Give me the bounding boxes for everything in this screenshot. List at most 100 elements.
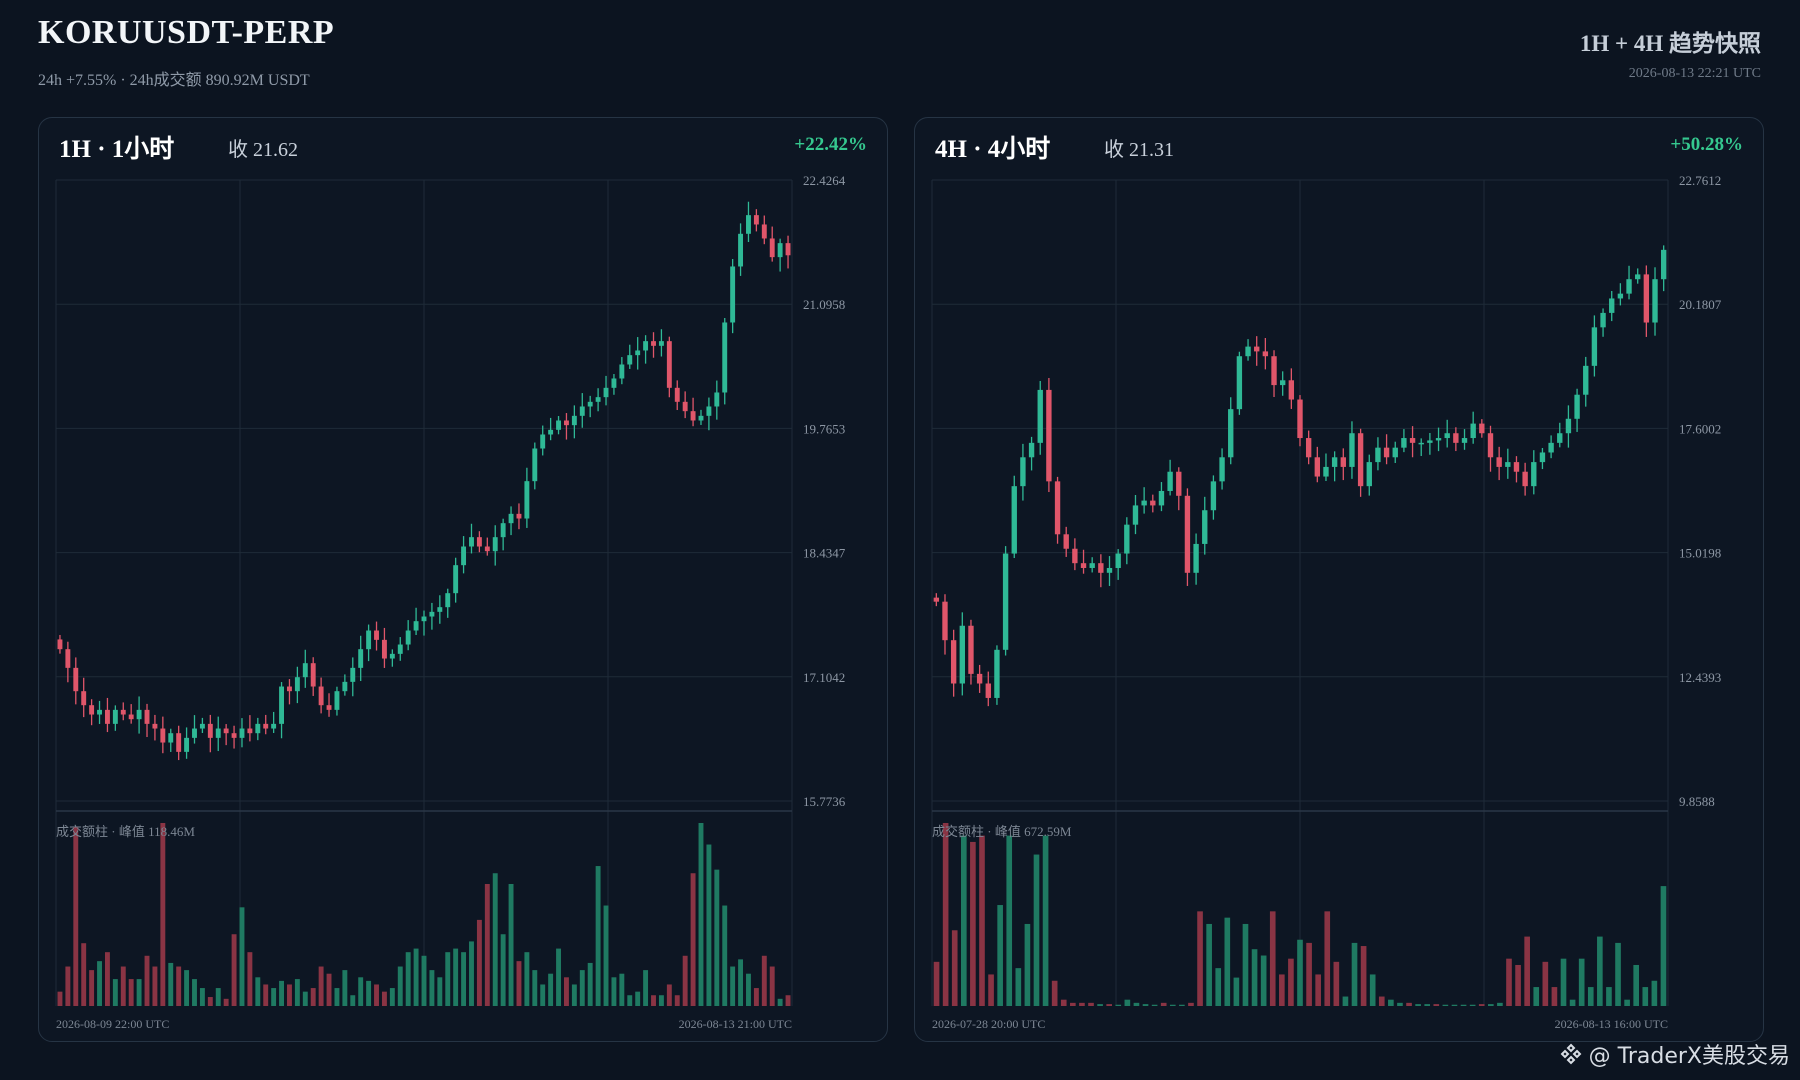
volume-bar: [1624, 999, 1630, 1006]
volume-bar: [461, 952, 467, 1006]
candle-body: [231, 733, 237, 738]
candle-body: [738, 233, 744, 267]
candle-body: [516, 513, 522, 519]
volume-bar: [1433, 1004, 1440, 1006]
candle-body: [421, 616, 427, 622]
candle-body: [1132, 505, 1139, 525]
volume-bar: [540, 984, 546, 1006]
volume-bar: [556, 948, 561, 1006]
volume-bar: [1533, 987, 1540, 1006]
volume-bar: [65, 966, 71, 1006]
candle-body: [968, 625, 974, 674]
volume-bar: [746, 973, 751, 1006]
candle-body: [1297, 399, 1303, 439]
volume-bar: [326, 973, 332, 1006]
candle-body: [1158, 490, 1165, 506]
volume-bar: [1587, 987, 1594, 1006]
volume-bar: [1515, 964, 1521, 1006]
volume-bar: [1469, 1004, 1476, 1006]
candle-body: [223, 728, 229, 734]
volume-bar: [1615, 942, 1621, 1006]
candle-body: [563, 420, 569, 426]
volume-bar: [294, 979, 300, 1006]
volume-bar: [951, 930, 958, 1006]
candle-body: [279, 686, 285, 724]
candle-body: [104, 709, 110, 724]
volume-bar: [524, 952, 530, 1006]
volume-bar: [1487, 1004, 1494, 1006]
candle-body: [263, 723, 269, 729]
candle-body: [89, 705, 95, 715]
volume-bar: [247, 952, 253, 1006]
candle-body: [1487, 433, 1494, 458]
candle-body: [682, 401, 688, 412]
candle-body: [1401, 438, 1407, 448]
close-price: 收 21.62: [228, 139, 298, 161]
candle-body: [128, 714, 134, 720]
volume-bar: [1260, 955, 1267, 1006]
volume-bar: [57, 991, 63, 1006]
volume-bar: [81, 943, 87, 1006]
candle-body: [342, 681, 348, 692]
candle-body: [1002, 553, 1009, 650]
x-axis-end-label: 2026-08-13 16:00 UTC: [1555, 1017, 1668, 1031]
volume-bar: [1633, 964, 1640, 1006]
candle-body: [461, 546, 467, 566]
volume-bar: [374, 984, 379, 1006]
candle-body: [199, 723, 205, 729]
candlestick-chart-4h: 22.7612 20.1807 17.6002 15.0198 12.4393 9.858…: [931, 173, 1722, 1031]
candle-body: [57, 639, 63, 650]
volume-bar: [342, 970, 348, 1006]
volume-bar: [690, 873, 696, 1006]
volume-bar: [1451, 1004, 1458, 1006]
volume-bar: [979, 835, 985, 1006]
candle-body: [1366, 462, 1372, 487]
volume-bar: [714, 869, 720, 1006]
volume-bar: [271, 988, 277, 1006]
change-percent: +50.28%: [1670, 134, 1743, 155]
volume-bar: [1006, 835, 1013, 1006]
candle-body: [1609, 298, 1615, 313]
volume-bar: [231, 934, 237, 1006]
volume-bar: [1124, 999, 1131, 1006]
candle-body: [627, 355, 633, 365]
volume-bar: [635, 991, 641, 1006]
candle-body: [160, 728, 166, 743]
candle-body: [1565, 418, 1572, 434]
candle-body: [1106, 567, 1113, 573]
volume-bar: [429, 970, 435, 1006]
candle-body: [65, 649, 71, 668]
candle-body: [429, 611, 435, 617]
volume-bar: [1506, 958, 1512, 1006]
candle-body: [761, 224, 767, 239]
volume-bar: [579, 970, 585, 1006]
binance-logo-icon: [1560, 1043, 1582, 1065]
volume-bar: [1033, 854, 1040, 1006]
candle-body: [1228, 409, 1234, 458]
volume-bar: [1179, 1004, 1185, 1006]
volume-bar: [445, 952, 451, 1006]
volume-bar: [730, 966, 736, 1006]
volume-bar: [89, 970, 95, 1006]
volume-bar: [1079, 1002, 1085, 1006]
volume-bar: [287, 984, 292, 1006]
candle-body: [176, 733, 182, 752]
candle-body: [294, 677, 300, 692]
candle-body: [548, 429, 554, 435]
candle-body: [1453, 433, 1459, 443]
candle-body: [785, 243, 791, 256]
candle-body: [714, 392, 720, 407]
candle-body: [366, 630, 372, 650]
candle-body: [1011, 486, 1017, 554]
candle-body: [1323, 466, 1329, 477]
volume-bar: [1478, 1004, 1485, 1006]
candle-body: [310, 663, 316, 687]
candle-body: [184, 737, 190, 752]
volume-bar: [1233, 977, 1240, 1006]
volume-bar: [738, 959, 744, 1006]
volume-bar: [1051, 980, 1058, 1006]
volume-bar: [595, 866, 601, 1006]
candle-body: [1340, 457, 1346, 467]
candle-body: [1539, 452, 1546, 463]
candle-body: [112, 709, 118, 724]
